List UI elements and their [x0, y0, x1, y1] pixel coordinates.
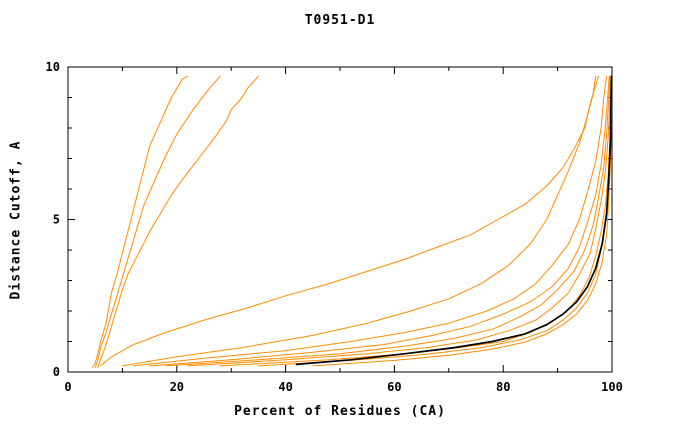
x-tick-label: 80: [496, 380, 510, 394]
y-tick-label: 0: [53, 365, 60, 379]
curve-model_mid_1: [100, 75, 599, 367]
curve-model_good_3: [165, 75, 611, 367]
curve-model_poor_3: [97, 75, 259, 368]
chart-title: T0951-D1: [304, 13, 376, 28]
curve-model_poor_2: [94, 75, 221, 368]
x-tick-label: 40: [278, 380, 292, 394]
curve-model_good_4: [187, 75, 612, 367]
curve-model_good_2: [149, 75, 610, 367]
curve-model_good_5: [219, 75, 612, 367]
x-tick-label: 0: [64, 380, 71, 394]
x-tick-label: 100: [601, 380, 623, 394]
curve-model_mid_2: [121, 75, 597, 367]
y-tick-label: 5: [53, 213, 60, 227]
x-tick-label: 60: [387, 380, 401, 394]
x-tick-label: 20: [170, 380, 184, 394]
x-axis-label: Percent of Residues (CA): [234, 404, 446, 419]
y-tick-label: 10: [46, 60, 60, 74]
curve-model_good_1: [132, 75, 608, 367]
plot-border: [67, 66, 613, 373]
curve-model_poor_1: [92, 75, 189, 368]
curve-reference_black: [295, 75, 613, 366]
curve-model_good_6: [257, 75, 612, 367]
curve-model_good_7: [312, 75, 612, 367]
